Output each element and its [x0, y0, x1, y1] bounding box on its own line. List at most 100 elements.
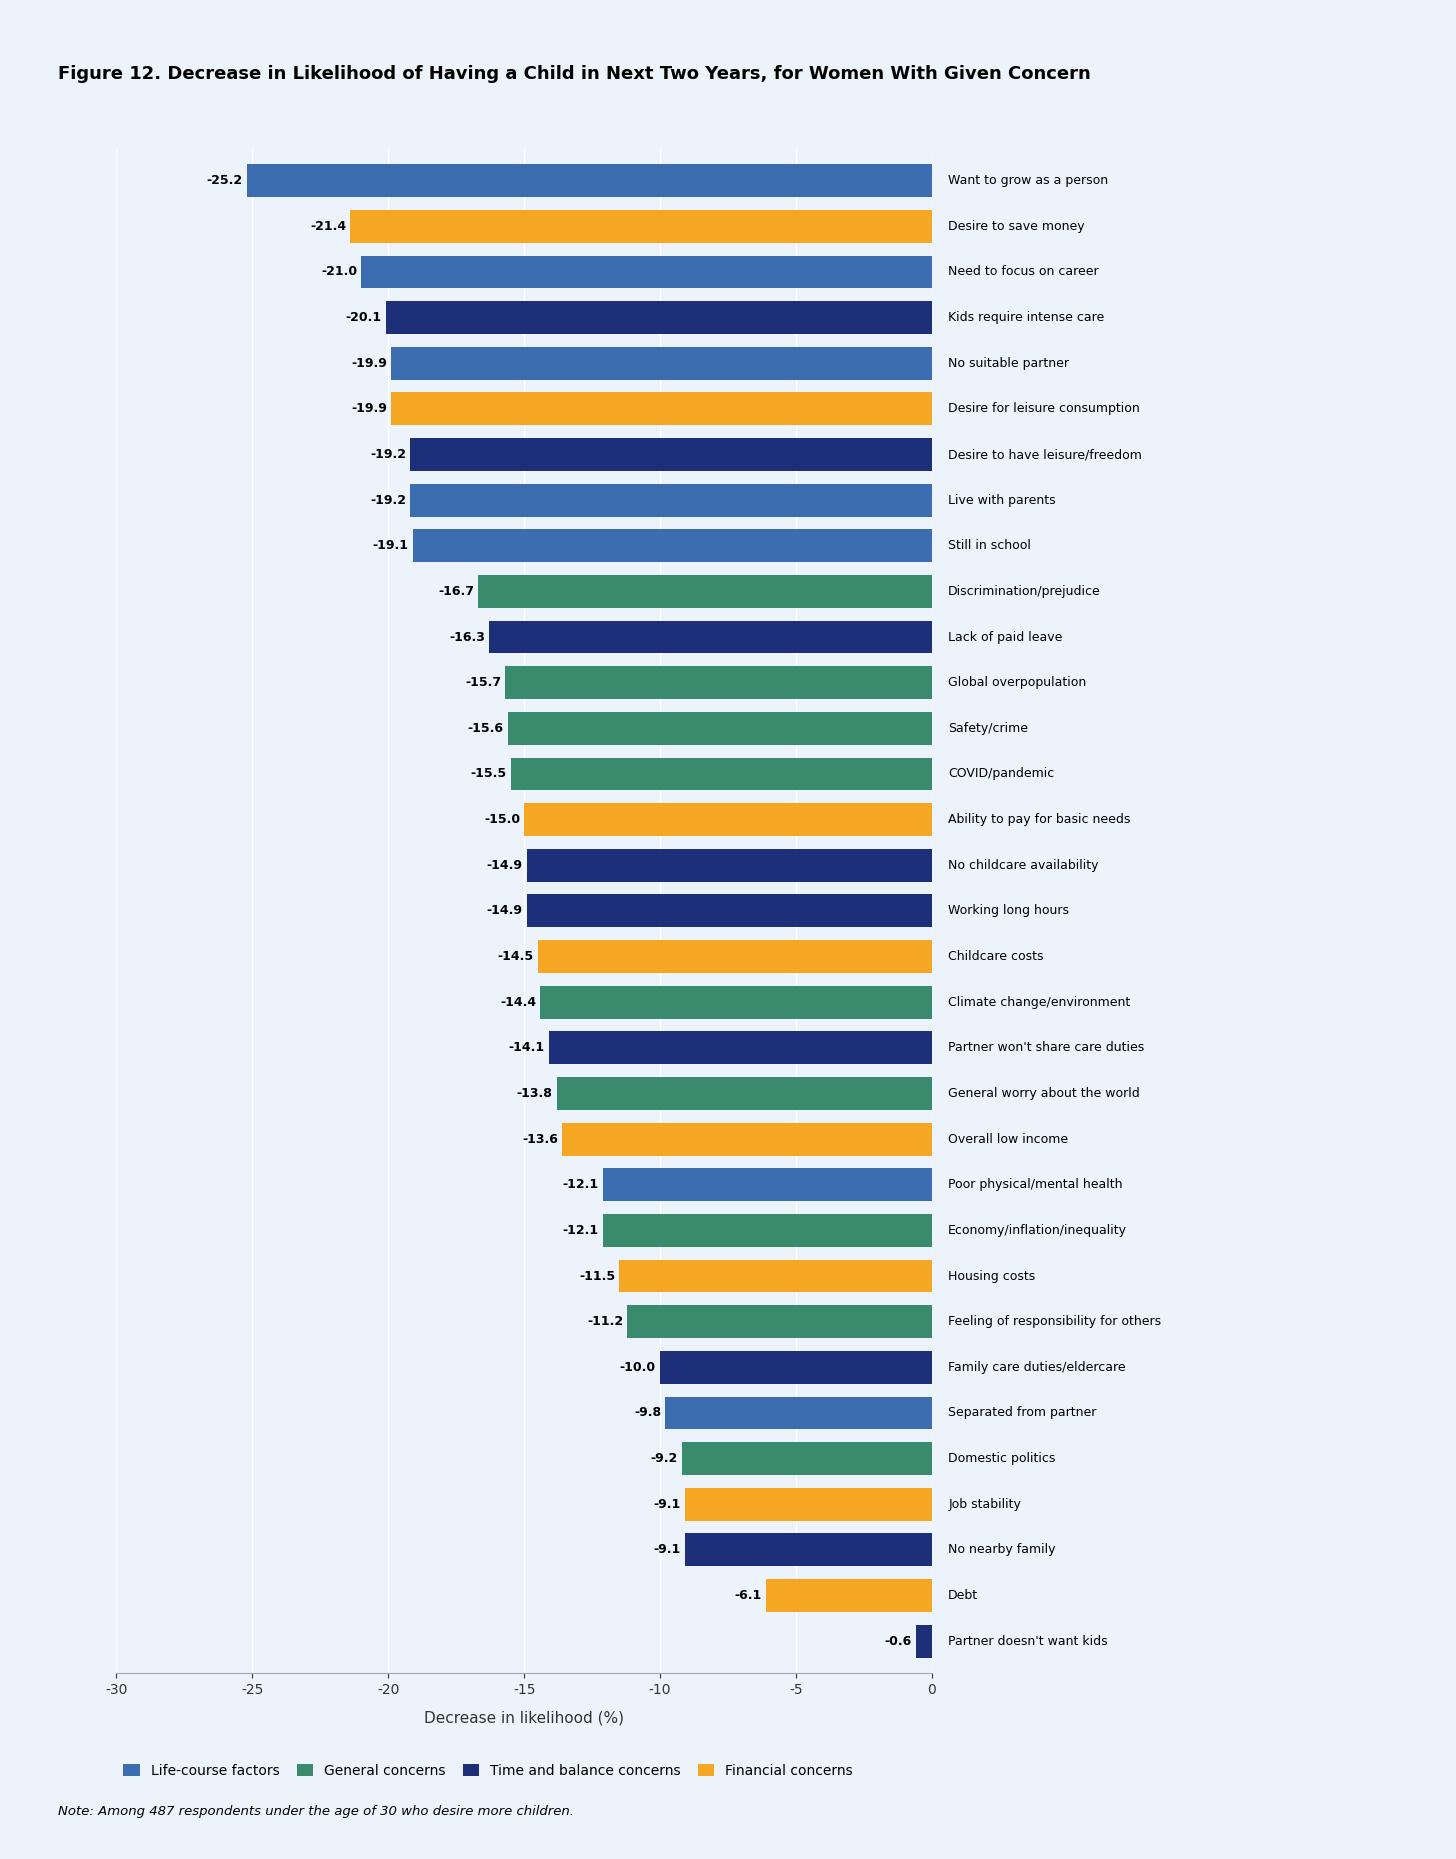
Bar [537, 941, 932, 972]
Bar [556, 1076, 932, 1110]
Text: Note: Among 487 respondents under the age of 30 who desire more children.: Note: Among 487 respondents under the ag… [58, 1805, 574, 1818]
Bar [411, 483, 932, 517]
Text: -14.4: -14.4 [501, 996, 536, 1009]
Text: -15.0: -15.0 [483, 812, 520, 825]
Text: Live with parents: Live with parents [948, 494, 1056, 508]
Text: -10.0: -10.0 [620, 1361, 657, 1374]
Text: -19.1: -19.1 [373, 539, 409, 552]
Bar [540, 985, 932, 1019]
Bar [505, 666, 932, 699]
Text: -9.1: -9.1 [654, 1543, 680, 1556]
Text: -14.5: -14.5 [498, 950, 534, 963]
Text: Discrimination/prejudice: Discrimination/prejudice [948, 586, 1101, 599]
Bar [665, 1396, 932, 1430]
Text: Childcare costs: Childcare costs [948, 950, 1044, 963]
Text: -9.1: -9.1 [654, 1498, 680, 1511]
Text: -12.1: -12.1 [563, 1179, 598, 1192]
Text: Overall low income: Overall low income [948, 1132, 1069, 1145]
Bar [562, 1123, 932, 1156]
Bar [478, 574, 932, 608]
Bar [619, 1260, 932, 1292]
Text: -14.9: -14.9 [486, 905, 523, 916]
Text: -19.2: -19.2 [370, 494, 406, 508]
Text: -14.1: -14.1 [508, 1041, 545, 1054]
Bar [412, 530, 932, 561]
Bar [524, 803, 932, 837]
Bar [489, 621, 932, 654]
Text: Global overpopulation: Global overpopulation [948, 677, 1086, 690]
Text: -19.2: -19.2 [370, 448, 406, 461]
Text: -12.1: -12.1 [563, 1223, 598, 1236]
Text: Lack of paid leave: Lack of paid leave [948, 630, 1063, 643]
Text: Partner won't share care duties: Partner won't share care duties [948, 1041, 1144, 1054]
Text: Kids require intense care: Kids require intense care [948, 310, 1105, 323]
Text: -13.6: -13.6 [523, 1132, 558, 1145]
Text: Debt: Debt [948, 1589, 978, 1602]
Text: Family care duties/eldercare: Family care duties/eldercare [948, 1361, 1125, 1374]
Text: Poor physical/mental health: Poor physical/mental health [948, 1179, 1123, 1192]
Bar [248, 164, 932, 197]
Text: Need to focus on career: Need to focus on career [948, 266, 1099, 279]
Text: General worry about the world: General worry about the world [948, 1088, 1140, 1101]
Text: -16.3: -16.3 [448, 630, 485, 643]
Text: Partner doesn't want kids: Partner doesn't want kids [948, 1634, 1108, 1647]
Bar [527, 894, 932, 928]
Bar [351, 210, 932, 244]
Text: -6.1: -6.1 [735, 1589, 761, 1602]
Text: -16.7: -16.7 [438, 586, 473, 599]
Text: Safety/crime: Safety/crime [948, 721, 1028, 734]
Bar [508, 712, 932, 745]
Text: Figure 12. Decrease in Likelihood of Having a Child in Next Two Years, for Women: Figure 12. Decrease in Likelihood of Hav… [58, 65, 1091, 84]
Bar [411, 439, 932, 470]
Bar [681, 1443, 932, 1474]
Text: Job stability: Job stability [948, 1498, 1021, 1511]
Text: -9.2: -9.2 [651, 1452, 677, 1465]
Text: Feeling of responsibility for others: Feeling of responsibility for others [948, 1314, 1162, 1327]
Text: -15.6: -15.6 [467, 721, 504, 734]
Text: -13.8: -13.8 [517, 1088, 553, 1101]
Text: Still in school: Still in school [948, 539, 1031, 552]
Text: Separated from partner: Separated from partner [948, 1407, 1096, 1420]
Text: -21.0: -21.0 [320, 266, 357, 279]
Text: -25.2: -25.2 [207, 175, 243, 188]
Text: -9.8: -9.8 [635, 1407, 661, 1420]
Text: -0.6: -0.6 [884, 1634, 911, 1647]
Legend: Life-course factors, General concerns, Time and balance concerns, Financial conc: Life-course factors, General concerns, T… [124, 1764, 853, 1777]
Bar [684, 1487, 932, 1521]
Bar [660, 1351, 932, 1383]
Text: -19.9: -19.9 [351, 402, 387, 415]
Bar [603, 1167, 932, 1201]
Text: Want to grow as a person: Want to grow as a person [948, 175, 1108, 188]
Bar [527, 850, 932, 881]
Bar [603, 1214, 932, 1247]
Text: COVID/pandemic: COVID/pandemic [948, 768, 1054, 781]
Bar [766, 1578, 932, 1612]
Bar [916, 1625, 932, 1658]
Bar [361, 255, 932, 288]
Text: Desire to have leisure/freedom: Desire to have leisure/freedom [948, 448, 1142, 461]
Text: -19.9: -19.9 [351, 357, 387, 370]
Text: -21.4: -21.4 [310, 219, 347, 232]
Bar [684, 1534, 932, 1567]
Text: Ability to pay for basic needs: Ability to pay for basic needs [948, 812, 1130, 825]
Text: Climate change/environment: Climate change/environment [948, 996, 1130, 1009]
Text: Desire for leisure consumption: Desire for leisure consumption [948, 402, 1140, 415]
Text: Desire to save money: Desire to save money [948, 219, 1085, 232]
Text: Economy/inflation/inequality: Economy/inflation/inequality [948, 1223, 1127, 1236]
Bar [386, 301, 932, 335]
Bar [549, 1032, 932, 1063]
Text: -20.1: -20.1 [345, 310, 381, 323]
Text: -14.9: -14.9 [486, 859, 523, 872]
Text: Working long hours: Working long hours [948, 905, 1069, 916]
X-axis label: Decrease in likelihood (%): Decrease in likelihood (%) [424, 1710, 625, 1725]
Bar [511, 758, 932, 790]
Text: -15.5: -15.5 [470, 768, 507, 781]
Text: No nearby family: No nearby family [948, 1543, 1056, 1556]
Text: -11.2: -11.2 [587, 1314, 623, 1327]
Bar [628, 1305, 932, 1338]
Text: Domestic politics: Domestic politics [948, 1452, 1056, 1465]
Text: No suitable partner: No suitable partner [948, 357, 1069, 370]
Text: -11.5: -11.5 [579, 1270, 616, 1283]
Text: -15.7: -15.7 [464, 677, 501, 690]
Bar [392, 392, 932, 426]
